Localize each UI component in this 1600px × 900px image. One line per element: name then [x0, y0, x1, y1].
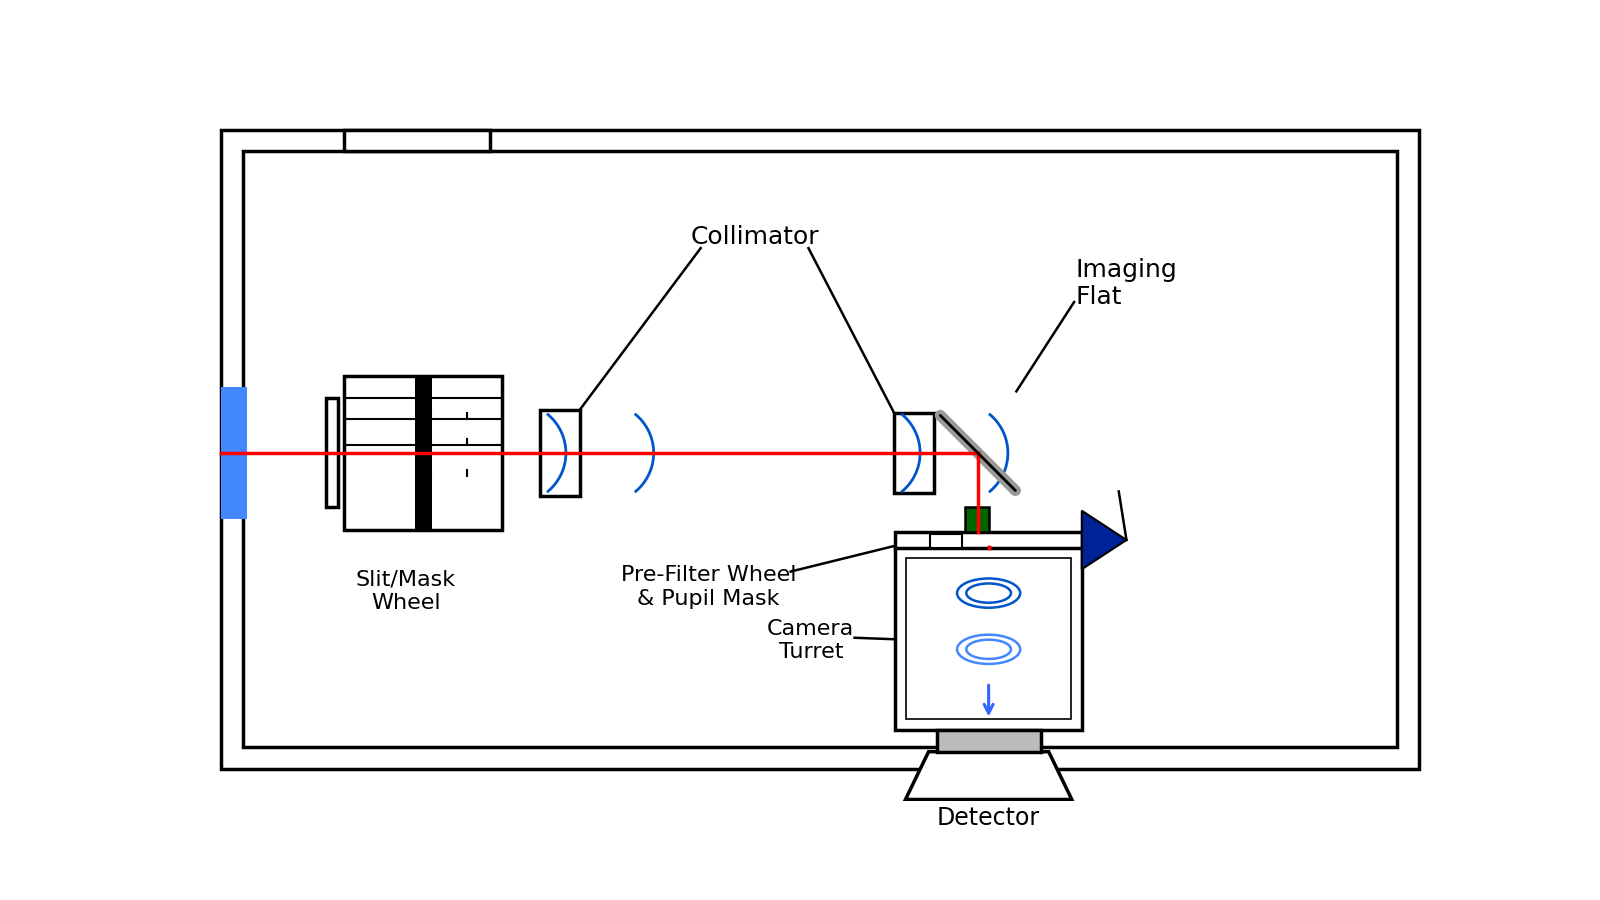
FancyBboxPatch shape — [896, 532, 1082, 548]
Text: Slit/Mask
Wheel: Slit/Mask Wheel — [355, 570, 456, 613]
FancyBboxPatch shape — [906, 558, 1070, 719]
Text: Pre-Filter Wheel
& Pupil Mask: Pre-Filter Wheel & Pupil Mask — [621, 565, 797, 608]
FancyBboxPatch shape — [894, 412, 934, 493]
FancyBboxPatch shape — [221, 130, 1419, 769]
FancyBboxPatch shape — [344, 130, 491, 151]
Text: Imaging
Flat: Imaging Flat — [1075, 257, 1178, 310]
Polygon shape — [1082, 510, 1126, 569]
FancyBboxPatch shape — [243, 151, 1397, 747]
FancyBboxPatch shape — [965, 507, 989, 532]
Text: Camera
Turret: Camera Turret — [766, 619, 854, 662]
FancyBboxPatch shape — [221, 387, 246, 519]
FancyBboxPatch shape — [936, 730, 1040, 752]
FancyBboxPatch shape — [930, 534, 963, 548]
FancyBboxPatch shape — [326, 398, 338, 507]
Polygon shape — [906, 752, 1072, 799]
FancyBboxPatch shape — [896, 547, 1082, 730]
Text: Detector: Detector — [938, 806, 1040, 830]
Text: Collimator: Collimator — [690, 225, 819, 249]
FancyBboxPatch shape — [414, 376, 432, 530]
FancyBboxPatch shape — [344, 376, 502, 530]
FancyBboxPatch shape — [539, 410, 579, 496]
